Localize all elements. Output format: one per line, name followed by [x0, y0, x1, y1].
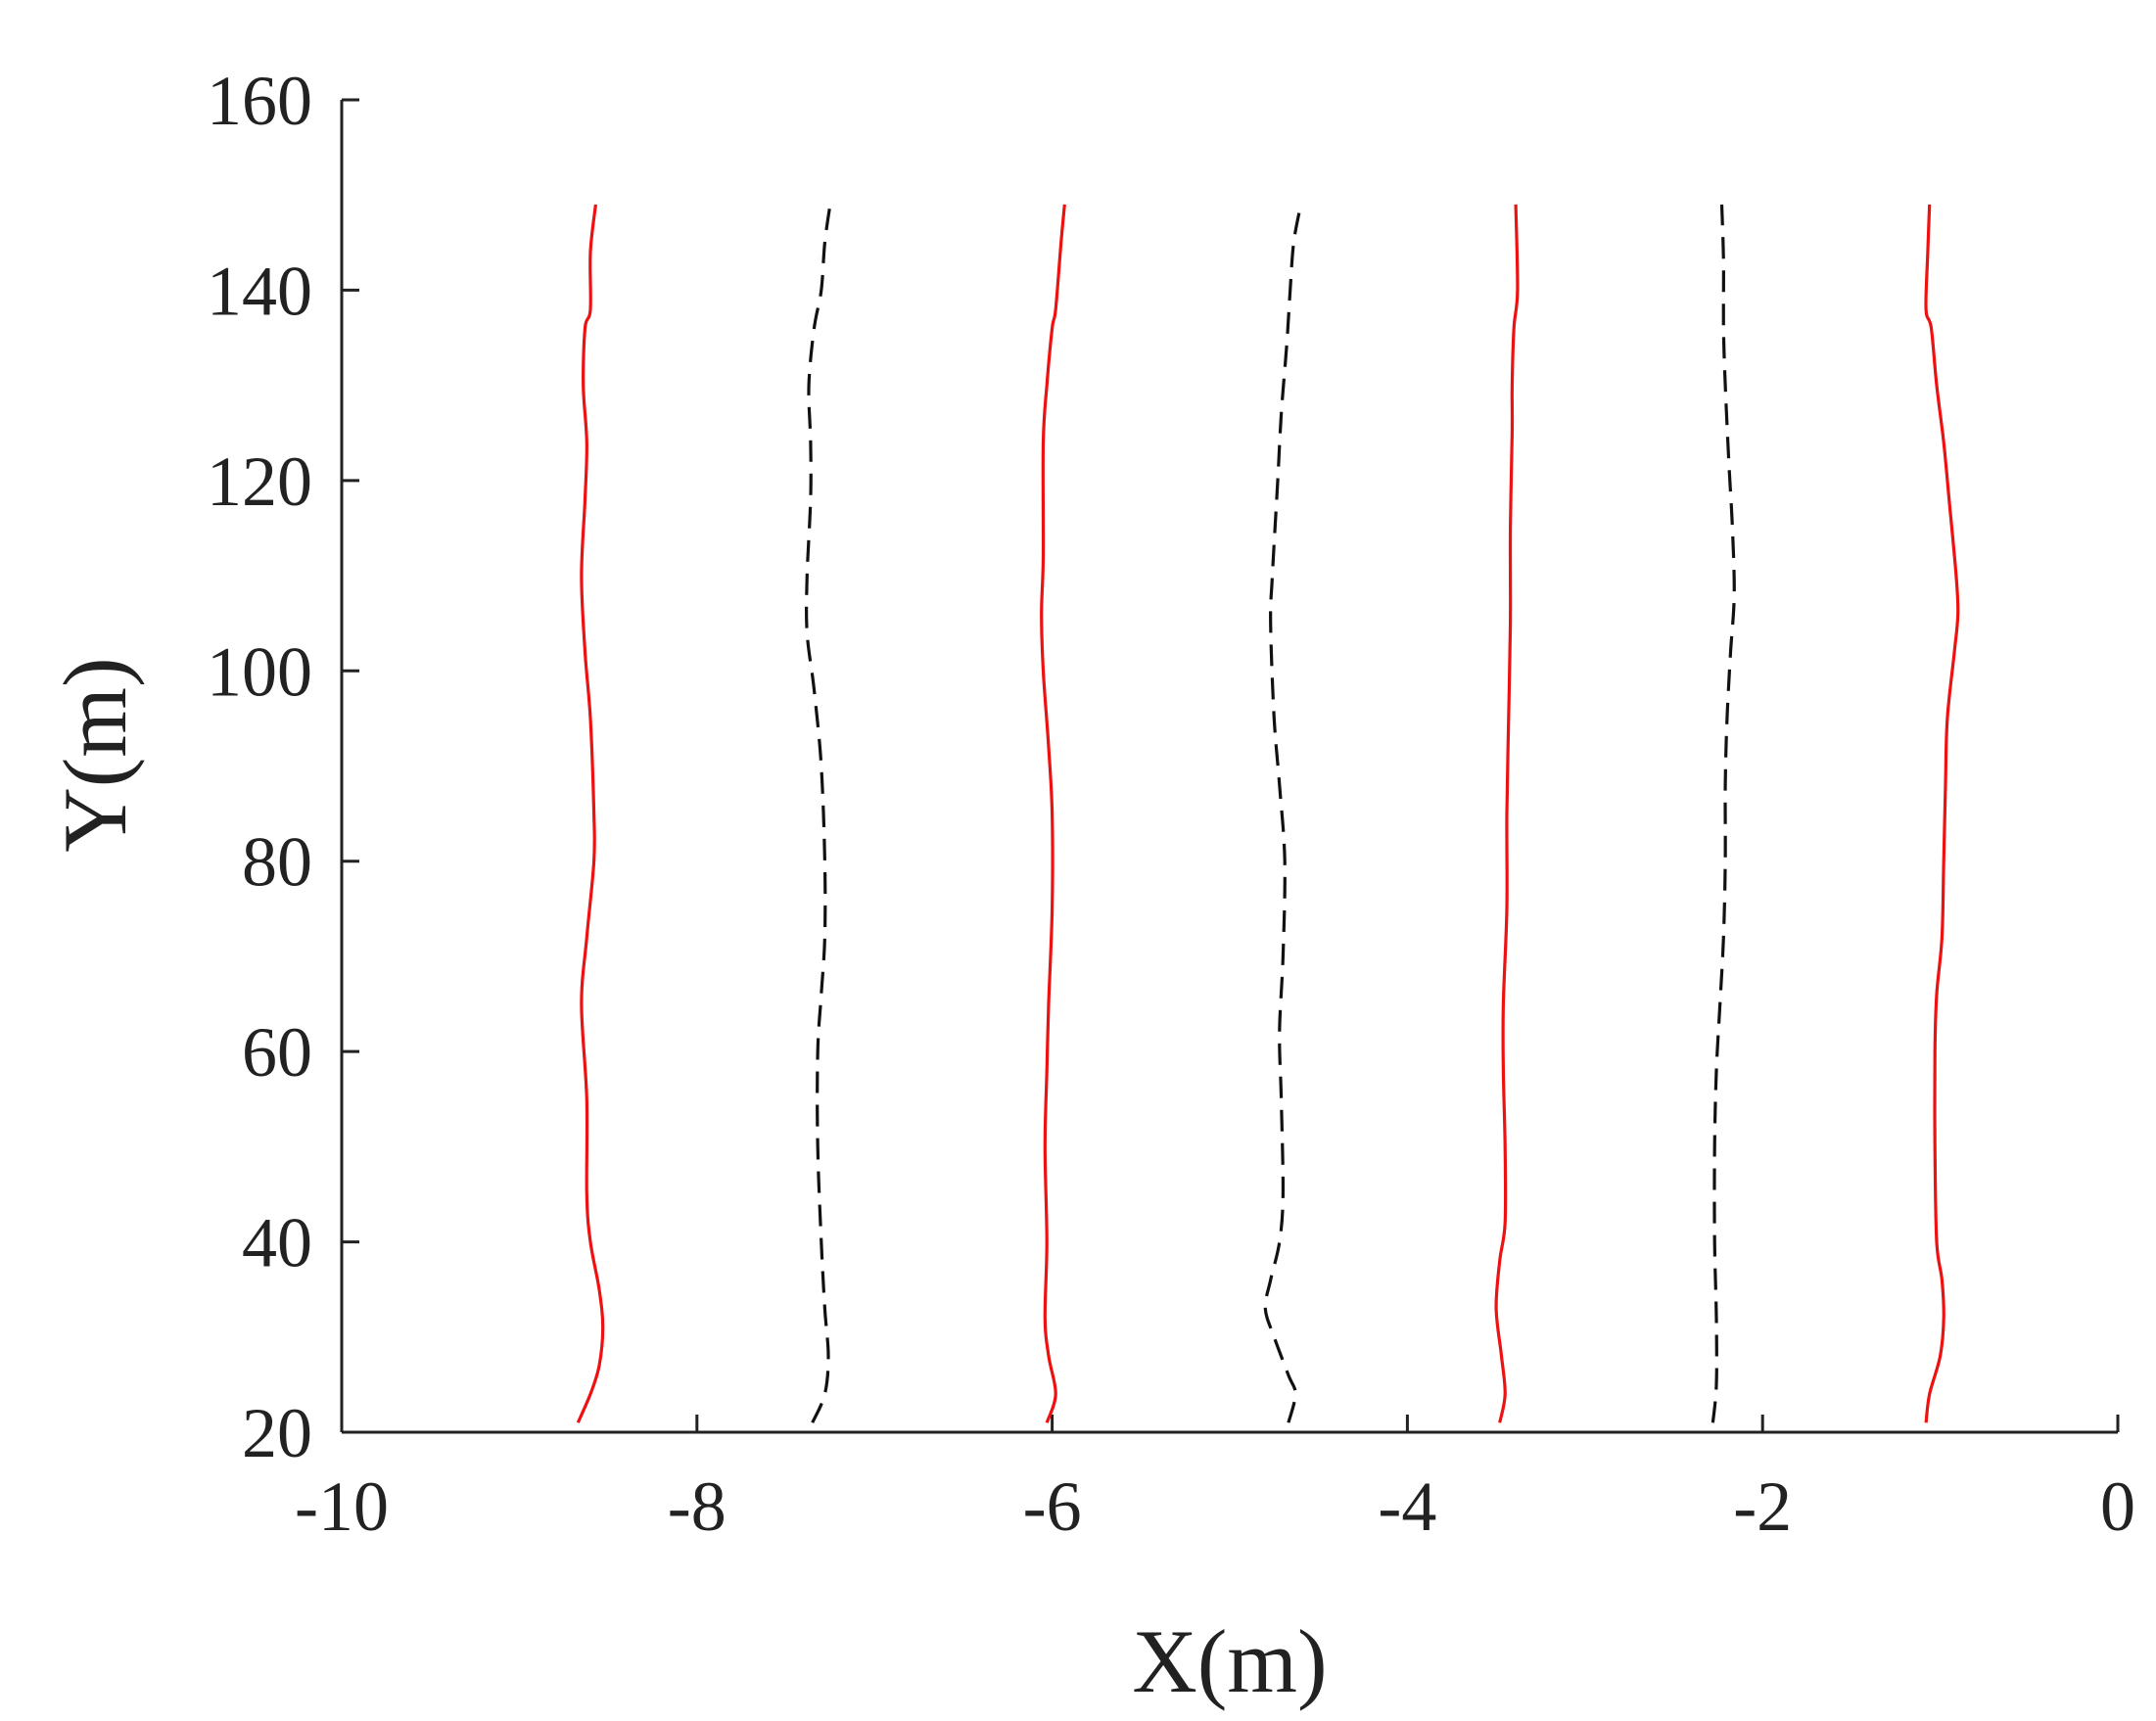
x-tick-label: -2	[1733, 1467, 1792, 1546]
solid-trajectory-line-1	[576, 204, 605, 1423]
x-axis-label: X(m)	[1132, 1611, 1327, 1711]
dashed-trajectory-line-6	[1711, 204, 1736, 1423]
y-tick-label: 20	[242, 1394, 312, 1472]
x-tick-label: -6	[1023, 1467, 1082, 1546]
y-tick-label: 60	[242, 1013, 312, 1092]
y-tick-label: 100	[207, 632, 312, 711]
x-tick-label: -10	[295, 1467, 389, 1546]
dashed-trajectory-line-2	[805, 204, 832, 1423]
y-tick-label: 120	[207, 442, 312, 521]
x-tick-label: -8	[668, 1467, 726, 1546]
plot-series	[576, 204, 1960, 1423]
dashed-trajectory-line-4	[1263, 204, 1303, 1423]
y-tick-label: 160	[207, 62, 312, 140]
axis-ticks: -10 -8 -6 -4 -2 0 20 40 60 80 100 120 140 160	[207, 62, 2135, 1546]
y-tick-label: 80	[242, 823, 312, 902]
y-axis-label: Y(m)	[45, 657, 145, 852]
solid-trajectory-line-3	[1040, 204, 1066, 1423]
x-tick-label: 0	[2100, 1467, 2135, 1546]
x-tick-label: -4	[1378, 1467, 1436, 1546]
y-tick-label: 140	[207, 252, 312, 330]
solid-trajectory-line-7	[1924, 204, 1960, 1423]
y-tick-label: 40	[242, 1204, 312, 1282]
solid-trajectory-line-5	[1494, 204, 1520, 1423]
